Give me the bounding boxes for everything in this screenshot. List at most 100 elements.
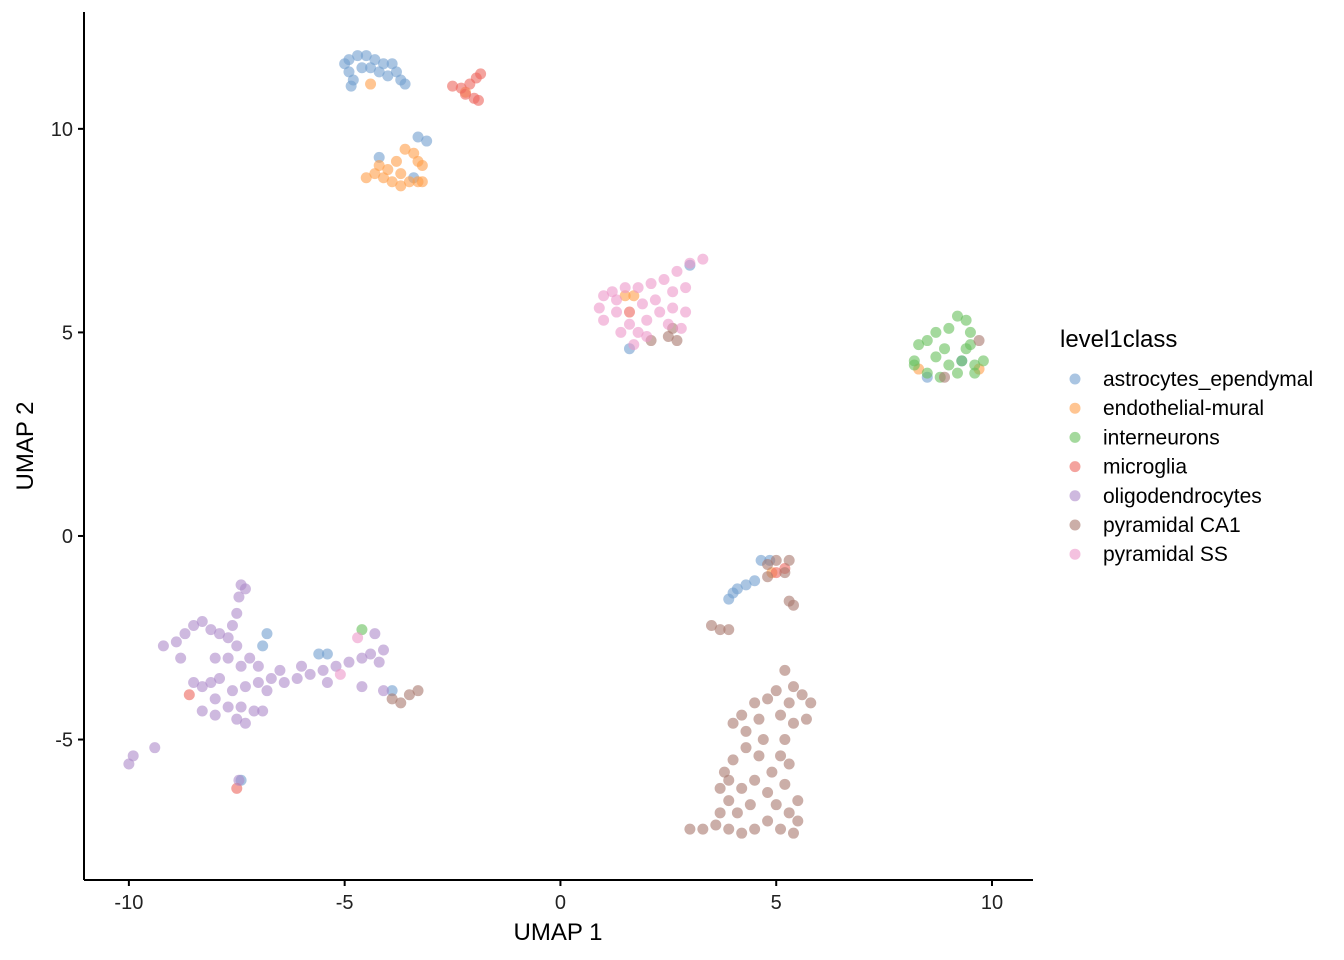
y-axis-label: UMAP 2	[12, 402, 39, 491]
legend: astrocytes_ependymal endothelial-mural int…	[1069, 368, 1313, 566]
data-point	[274, 664, 286, 676]
data-point	[921, 367, 933, 379]
y-tick-label: 5	[62, 322, 73, 344]
data-point	[628, 290, 640, 302]
data-point	[412, 685, 424, 697]
data-point	[468, 92, 480, 104]
data-point	[969, 367, 981, 379]
data-point	[235, 701, 247, 713]
data-point	[222, 701, 234, 713]
legend-item: microglia	[1069, 456, 1187, 479]
data-point	[365, 78, 377, 90]
legend-swatch	[1069, 373, 1081, 385]
data-point	[667, 302, 679, 314]
data-point	[345, 80, 357, 92]
data-point	[779, 734, 791, 746]
x-tick-label: 0	[555, 892, 566, 914]
data-point	[714, 807, 726, 819]
data-point	[261, 628, 273, 640]
data-point	[330, 660, 342, 672]
data-point	[222, 632, 234, 644]
data-point	[723, 823, 735, 835]
data-point	[611, 294, 623, 306]
data-point	[252, 677, 264, 689]
data-point	[296, 660, 308, 672]
series-pyramidal-ss	[334, 253, 709, 680]
data-point	[654, 306, 666, 318]
data-point	[196, 705, 208, 717]
data-point	[149, 742, 161, 754]
data-point	[356, 62, 368, 74]
data-point	[641, 330, 653, 342]
data-point	[805, 697, 817, 709]
x-tick-label: 5	[771, 892, 782, 914]
data-point	[257, 640, 269, 652]
data-point	[235, 660, 247, 672]
data-point	[127, 750, 139, 762]
data-point	[233, 774, 245, 786]
data-point	[170, 636, 182, 648]
data-point	[196, 681, 208, 693]
data-point	[723, 774, 735, 786]
data-point	[749, 697, 761, 709]
data-point	[360, 172, 372, 184]
data-point	[399, 143, 411, 155]
legend-swatch	[1069, 431, 1081, 443]
data-point	[378, 685, 390, 697]
data-point	[356, 652, 368, 664]
data-point	[421, 135, 433, 147]
x-tick-label: -5	[336, 892, 354, 914]
data-point	[960, 314, 972, 326]
data-point	[770, 685, 782, 697]
data-point	[736, 782, 748, 794]
y-tick-label: 0	[62, 526, 73, 548]
data-point	[205, 677, 217, 689]
data-point	[787, 681, 799, 693]
data-point	[343, 656, 355, 668]
data-point	[714, 782, 726, 794]
data-point	[740, 579, 752, 591]
legend-label: oligodendrocytes	[1103, 485, 1262, 508]
data-point	[369, 628, 381, 640]
data-point	[369, 54, 381, 66]
legend-title: level1class	[1060, 326, 1177, 353]
x-tick-label: 10	[981, 892, 1003, 914]
data-point	[727, 754, 739, 766]
data-point	[684, 257, 696, 269]
data-point	[749, 575, 761, 587]
data-point	[680, 306, 692, 318]
data-point	[641, 314, 653, 326]
data-point	[628, 339, 640, 351]
data-point	[222, 652, 234, 664]
data-point	[248, 705, 260, 717]
series-microglia	[183, 68, 791, 794]
data-point	[662, 318, 674, 330]
data-point	[753, 750, 765, 762]
data-point	[740, 725, 752, 737]
data-point	[749, 774, 761, 786]
legend-swatch	[1069, 461, 1081, 473]
data-point	[261, 685, 273, 697]
data-point	[360, 50, 372, 62]
data-point	[667, 286, 679, 298]
data-point	[416, 176, 428, 188]
data-point	[378, 172, 390, 184]
data-point	[783, 758, 795, 770]
data-point	[382, 164, 394, 176]
legend-swatch	[1069, 490, 1081, 502]
data-point	[356, 681, 368, 693]
data-point	[373, 656, 385, 668]
data-point	[951, 310, 963, 322]
data-point	[731, 807, 743, 819]
data-point	[244, 652, 256, 664]
data-point	[671, 335, 683, 347]
data-point	[723, 624, 735, 636]
data-point	[636, 298, 648, 310]
y-ticks: -5 0 5 10	[51, 119, 84, 752]
data-point	[731, 583, 743, 595]
x-axis-label: UMAP 1	[514, 919, 603, 946]
data-point	[447, 80, 459, 92]
data-point	[697, 823, 709, 835]
data-point	[239, 583, 251, 595]
